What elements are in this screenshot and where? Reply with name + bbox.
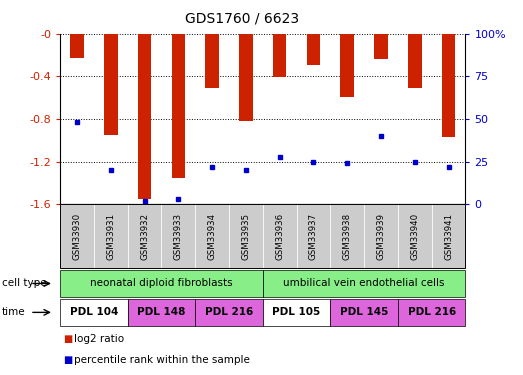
Text: GSM33940: GSM33940: [411, 213, 419, 260]
Text: PDL 148: PDL 148: [138, 308, 186, 317]
Bar: [273, 34, 287, 78]
Bar: [340, 34, 354, 97]
Text: GSM33936: GSM33936: [275, 213, 284, 260]
Text: GSM33931: GSM33931: [106, 213, 115, 260]
Text: GSM33935: GSM33935: [242, 213, 251, 260]
Text: GDS1760 / 6623: GDS1760 / 6623: [185, 11, 299, 25]
Text: ■: ■: [63, 355, 72, 364]
Bar: [138, 34, 151, 199]
Bar: [172, 34, 185, 178]
Bar: [239, 34, 253, 121]
Text: GSM33938: GSM33938: [343, 213, 352, 260]
Text: GSM33941: GSM33941: [444, 213, 453, 260]
Text: time: time: [2, 308, 26, 317]
Text: log2 ratio: log2 ratio: [74, 334, 124, 344]
Bar: [104, 34, 118, 135]
Text: ■: ■: [63, 334, 72, 344]
Bar: [442, 34, 456, 137]
Text: PDL 105: PDL 105: [272, 308, 321, 317]
Text: cell type: cell type: [2, 279, 47, 288]
Text: PDL 216: PDL 216: [205, 308, 253, 317]
Text: GSM33939: GSM33939: [377, 213, 385, 260]
Text: PDL 145: PDL 145: [340, 308, 388, 317]
Text: neonatal diploid fibroblasts: neonatal diploid fibroblasts: [90, 279, 233, 288]
Text: PDL 104: PDL 104: [70, 308, 118, 317]
Text: GSM33930: GSM33930: [73, 213, 82, 260]
Text: GSM33933: GSM33933: [174, 213, 183, 260]
Text: GSM33937: GSM33937: [309, 213, 318, 260]
Bar: [374, 34, 388, 59]
Text: PDL 216: PDL 216: [407, 308, 456, 317]
Text: umbilical vein endothelial cells: umbilical vein endothelial cells: [283, 279, 445, 288]
Bar: [306, 34, 320, 64]
Bar: [206, 34, 219, 88]
Text: GSM33932: GSM33932: [140, 213, 149, 260]
Bar: [70, 34, 84, 58]
Bar: [408, 34, 422, 88]
Text: GSM33934: GSM33934: [208, 213, 217, 260]
Text: percentile rank within the sample: percentile rank within the sample: [74, 355, 250, 364]
